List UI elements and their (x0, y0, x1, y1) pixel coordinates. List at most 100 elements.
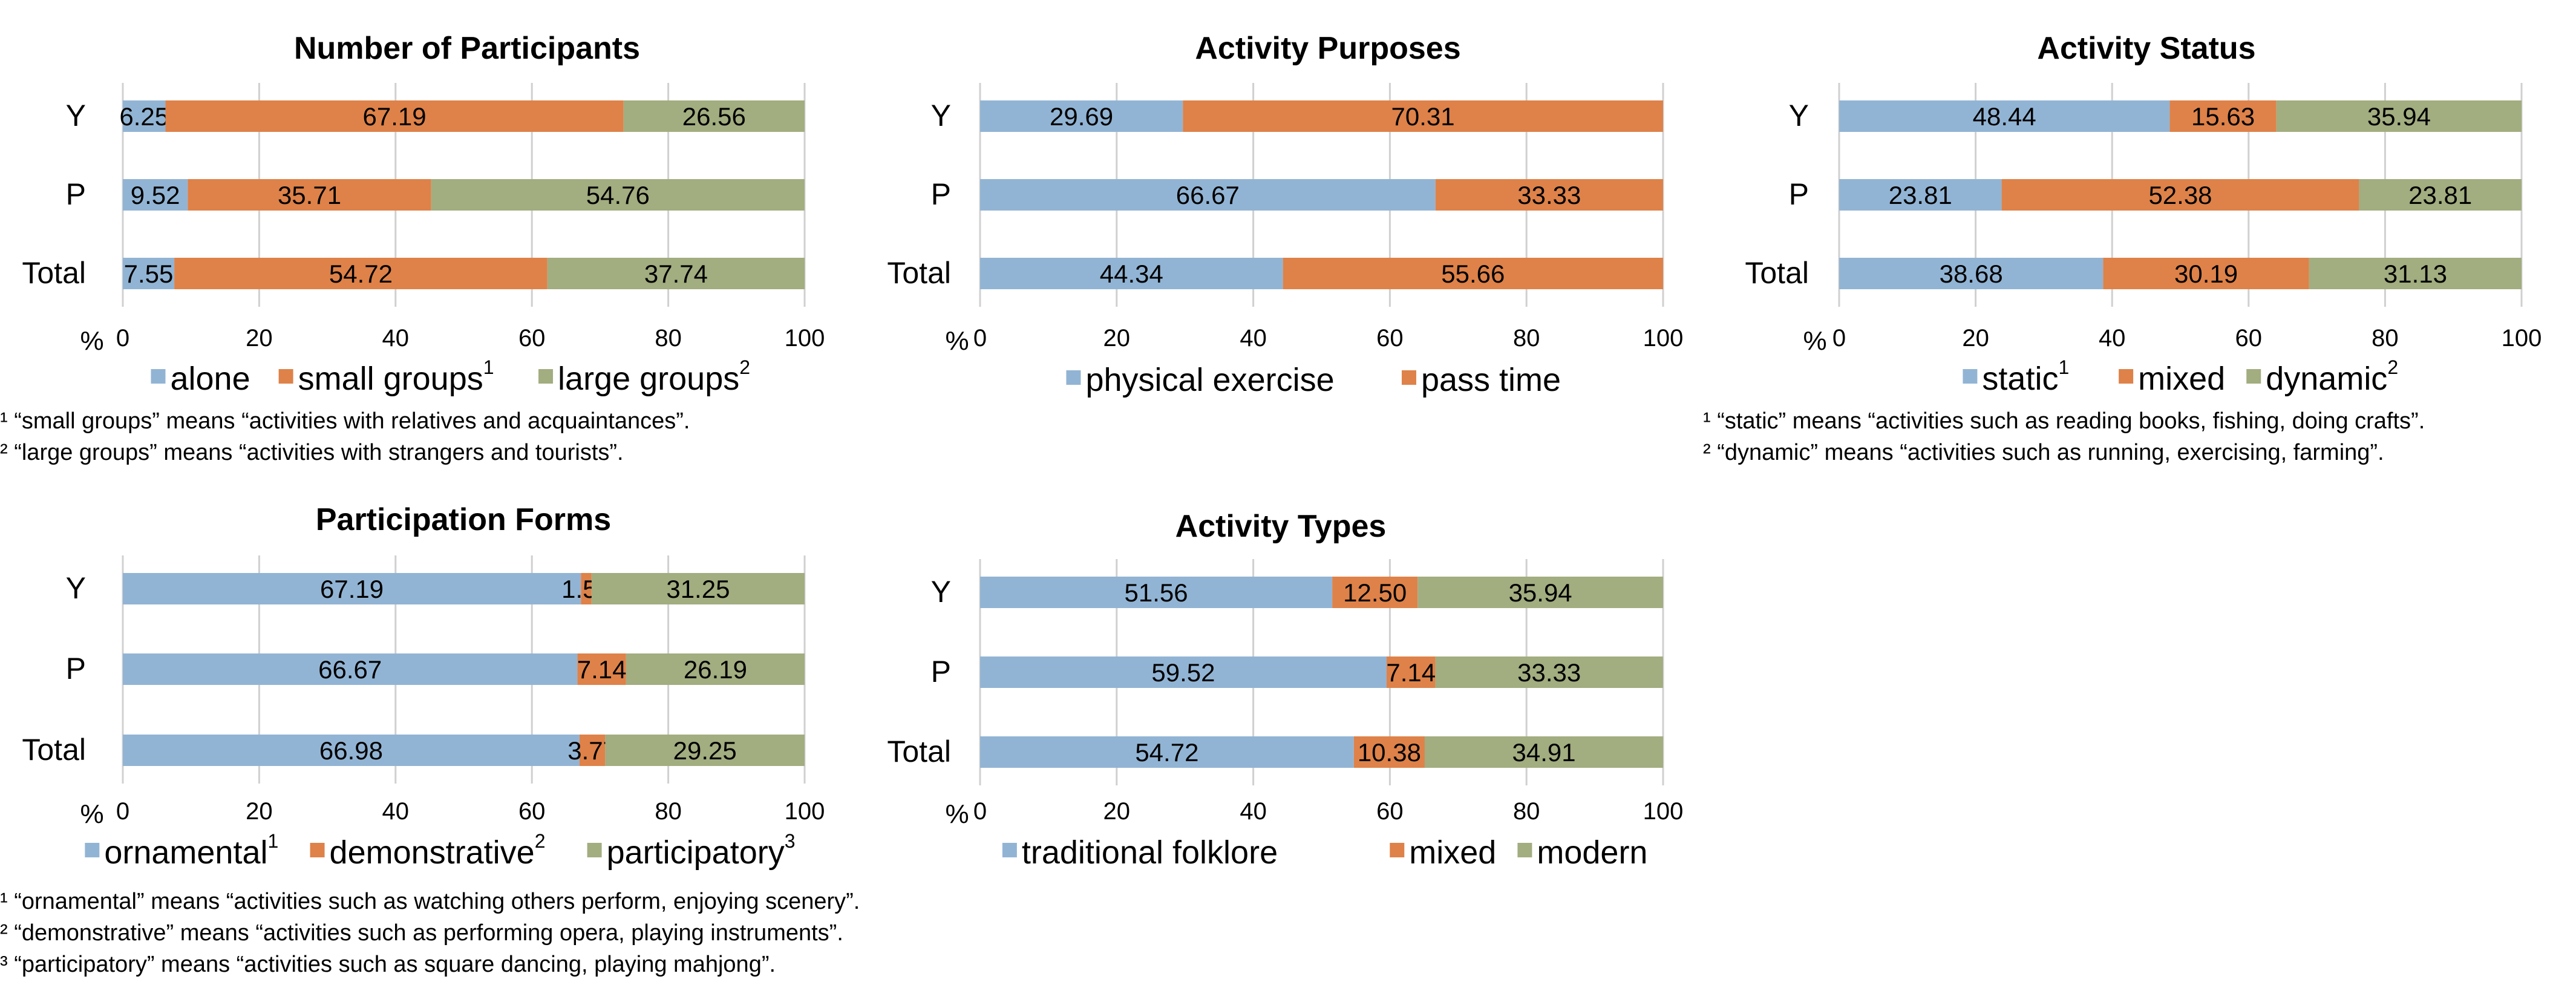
footnote: ¹ “static” means “activities such as rea… (1703, 408, 2425, 434)
bar-segment (980, 577, 1333, 608)
legend-label: mixed (1409, 834, 1496, 871)
bar-segment (1435, 656, 1663, 688)
data-label: 6.25 (119, 102, 169, 131)
chart-participants: Number of Participants 0 20 40 60 80 100% Y 6.25… (22, 31, 825, 397)
data-label: 37.74 (644, 260, 708, 288)
data-label: 54.72 (329, 260, 393, 288)
category-label: Total (887, 256, 951, 290)
x-tick-label: 80 (655, 798, 682, 825)
bar-segment (1386, 656, 1436, 688)
legend-label: demonstrative2 (330, 830, 546, 871)
legend-swatch (2119, 369, 2134, 384)
data-label: 33.33 (1517, 658, 1581, 687)
data-label: 12.50 (1343, 578, 1407, 607)
legend-swatch (587, 843, 602, 857)
legend-label: modern (1537, 834, 1647, 871)
bar-segment (2276, 100, 2522, 132)
bar-segment (623, 100, 805, 132)
bar-segment (1839, 179, 2002, 211)
data-label: 54.72 (1135, 738, 1198, 767)
data-label: 59.52 (1151, 658, 1215, 687)
footnotes-status: ¹ “static” means “activities such as rea… (1703, 405, 2425, 468)
data-label: 51.56 (1125, 578, 1188, 607)
x-tick-label: 80 (1513, 325, 1540, 352)
category-label: Total (1745, 256, 1809, 290)
bar-segment (626, 653, 805, 685)
chart-purposes: Activity Purposes 0 20 40 60 80 100% Y 29.69 70.3… (887, 31, 1683, 398)
legend-swatch (1390, 843, 1405, 857)
footnote: ³ “participatory” means “activities such… (0, 952, 776, 977)
data-label: 33.33 (1517, 181, 1581, 209)
chart-title: Activity Purposes (1195, 31, 1460, 66)
x-tick-label: 100 (2502, 325, 2542, 352)
category-label: Y (66, 99, 86, 133)
footnote: ¹ “ornamental” means “activities such as… (0, 889, 860, 914)
data-label: 35.94 (1509, 578, 1572, 607)
x-tick-label: 20 (246, 325, 273, 352)
legend-superscript: 1 (483, 356, 494, 378)
legend-label: traditional folklore (1022, 834, 1278, 871)
bar-segment (980, 656, 1387, 688)
x-tick-label: 80 (1513, 798, 1540, 825)
x-axis-label: % (1803, 326, 1826, 356)
category-label: Y (931, 99, 951, 133)
category-label: Y (66, 571, 86, 605)
legend: static1 mixed dynamic2 (1963, 356, 2398, 397)
chart-types: Activity Types 0 20 40 60 80 100% Y 51.56 12.50 35… (887, 509, 1683, 871)
data-label: 23.81 (2408, 181, 2472, 209)
x-tick-label: 20 (246, 798, 273, 825)
legend-label: mixed (2138, 361, 2225, 397)
legend-label: dynamic2 (2266, 356, 2398, 397)
legend-swatch (1002, 843, 1017, 857)
footnotes-forms: ¹ “ornamental” means “activities such as… (0, 886, 860, 980)
bar-segment (188, 179, 431, 211)
legend: traditional folklore mixed modern (1002, 834, 1647, 871)
bar-segment (2001, 179, 2359, 211)
category-label: Total (887, 735, 951, 768)
bar-segment (174, 258, 548, 289)
legend-superscript: 2 (2387, 356, 2398, 378)
legend-superscript: 1 (268, 830, 279, 852)
bar-segment (165, 100, 624, 132)
legend: ornamental1 demonstrative2 participatory3 (85, 830, 796, 871)
data-label: 55.66 (1441, 260, 1505, 288)
category-label: P (66, 652, 86, 686)
bar-segment (591, 573, 805, 604)
legend-swatch (2246, 369, 2261, 384)
category-label: Total (22, 256, 86, 290)
data-label: 31.13 (2384, 260, 2447, 288)
x-tick-label: 100 (785, 325, 825, 352)
bar-segment (579, 735, 606, 766)
bar-segment (1283, 258, 1663, 289)
data-label: 34.91 (1512, 738, 1575, 767)
footnote: ² “large groups” means “activities with … (0, 440, 624, 465)
legend-superscript: 2 (535, 830, 546, 852)
bar-segment (2169, 100, 2277, 132)
data-label: 67.19 (320, 575, 384, 603)
legend: physical exercise pass time (1066, 362, 1561, 398)
legend-swatch (151, 369, 166, 384)
x-tick-label: 40 (382, 798, 410, 825)
bar-segment (980, 100, 1183, 132)
x-tick-label: 20 (1103, 325, 1131, 352)
bar-segment (1839, 258, 2104, 289)
category-label: P (1789, 177, 1809, 211)
bar-segment (2309, 258, 2522, 289)
bar-segment (605, 735, 805, 766)
x-tick-label: 0 (973, 325, 987, 352)
x-tick-label: 0 (973, 798, 987, 825)
x-tick-label: 20 (1103, 798, 1131, 825)
chart-title: Participation Forms (316, 502, 611, 537)
x-tick-label: 40 (2099, 325, 2126, 352)
chart-status: Activity Status 0 20 40 60 80 100% Y 48.44 15.63 3… (1745, 31, 2542, 397)
bar-segment (1353, 736, 1425, 768)
legend-swatch (538, 369, 554, 384)
data-label: 29.69 (1050, 102, 1113, 131)
category-label: P (931, 177, 951, 211)
data-label: 7.55 (124, 260, 174, 288)
data-label: 66.67 (318, 655, 382, 684)
data-label: 26.19 (684, 655, 747, 684)
x-tick-label: 60 (1376, 325, 1404, 352)
data-label: 15.63 (2191, 102, 2255, 131)
